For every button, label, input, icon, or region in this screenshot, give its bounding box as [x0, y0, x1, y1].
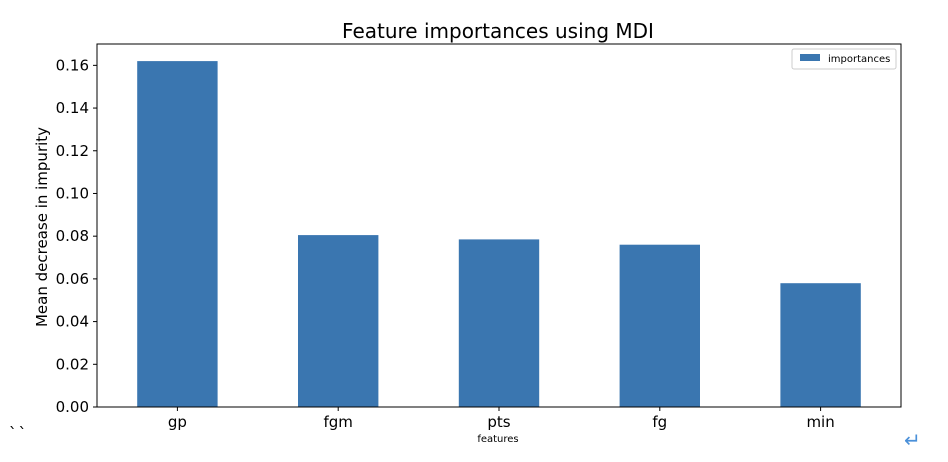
y-tick-label: 0.08	[56, 227, 89, 245]
backtick-mark: ``	[8, 424, 28, 443]
y-tick-label: 0.12	[56, 142, 89, 160]
x-tick-label: min	[806, 413, 834, 431]
y-tick-label: 0.02	[56, 355, 89, 373]
x-axis-label: features	[477, 434, 518, 445]
return-icon: ↵	[904, 428, 921, 452]
bars	[137, 61, 861, 407]
x-tick-label: fg	[652, 413, 667, 431]
chart-title: Feature importances using MDI	[342, 19, 654, 43]
y-tick-label: 0.16	[56, 56, 89, 74]
y-tick-label: 0.06	[56, 270, 89, 288]
x-axis: gp fgm pts fg min	[168, 407, 835, 431]
legend-label: importances	[828, 54, 890, 65]
legend-swatch	[800, 54, 820, 61]
y-tick-label: 0.14	[56, 99, 89, 117]
x-tick-label: fgm	[323, 413, 352, 431]
legend: importances	[791, 48, 897, 70]
bar-min	[780, 283, 861, 407]
x-tick-label: pts	[487, 413, 510, 431]
y-axis: 0.00 0.02 0.04 0.06 0.08 0.10 0.12 0.14 0.16	[56, 56, 97, 416]
bar-fg	[619, 244, 700, 407]
bar-gp	[137, 61, 218, 407]
x-tick-label: gp	[168, 413, 187, 431]
y-tick-label: 0.00	[56, 398, 89, 416]
bar-fgm	[298, 235, 379, 407]
bar-pts	[458, 239, 540, 407]
y-tick-label: 0.10	[56, 184, 89, 202]
plot-frame	[96, 43, 902, 408]
y-axis-label: Mean decrease in impurity	[33, 127, 51, 327]
y-tick-label: 0.04	[56, 313, 89, 331]
